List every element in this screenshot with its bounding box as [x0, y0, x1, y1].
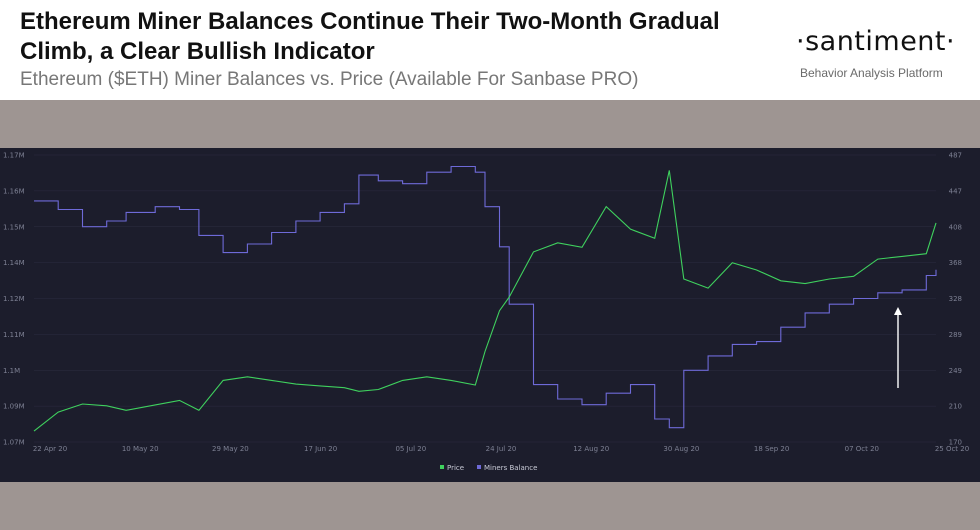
x-axis-tick-label: 05 Jul 20 [395, 445, 426, 453]
x-axis-tick-label: 18 Sep 20 [754, 445, 789, 453]
x-axis-tick-label: 29 May 20 [212, 445, 249, 453]
x-axis-tick-label: 10 May 20 [122, 445, 159, 453]
legend-swatch-price [440, 465, 444, 469]
right-axis-tick-label: 249 [949, 367, 962, 375]
left-axis-tick-label: 1.07M [3, 439, 25, 447]
right-axis-tick-label: 447 [949, 187, 962, 195]
page-title: Ethereum Miner Balances Continue Their T… [20, 8, 720, 65]
legend-swatch-miners-balance [477, 465, 481, 469]
chart-legend: Price Miners Balance [440, 464, 537, 472]
legend-label-price: Price [447, 464, 464, 472]
right-axis-tick-label: 289 [949, 331, 962, 339]
x-axis-tick-label: 07 Oct 20 [845, 445, 879, 453]
x-axis-tick-label: 12 Aug 20 [573, 445, 609, 453]
x-axis-tick-label: 22 Apr 20 [33, 445, 67, 453]
left-axis-tick-label: 1.12M [3, 295, 25, 303]
right-axis-tick-label: 170 [949, 439, 962, 447]
x-axis-tick-label: 30 Aug 20 [663, 445, 699, 453]
series-line-miners-balance [34, 165, 937, 429]
annotation-arrow [894, 307, 902, 388]
left-axis-tick-label: 1.14M [3, 259, 25, 267]
right-axis-tick-label: 210 [949, 403, 962, 411]
line-chart: 1.07M 1.09M 1.1M 1.11M 1.12M 1.14M 1.15M 1.16M 1… [3, 152, 969, 473]
left-axis-tick-label: 1.09M [3, 403, 25, 411]
left-axis-tick-label: 1.17M [3, 152, 25, 160]
x-axis-tick-label: 25 Oct 20 [935, 445, 969, 453]
chart-panel: 1.07M 1.09M 1.1M 1.11M 1.12M 1.14M 1.15M 1.16M 1… [0, 148, 980, 482]
santiment-logo: ·santiment· [796, 26, 956, 57]
page-subtitle: Ethereum ($ETH) Miner Balances vs. Price… [20, 69, 639, 90]
right-axis-tick-label: 368 [949, 259, 962, 267]
series-line-price [33, 170, 937, 432]
grid-lines [34, 154, 936, 443]
left-axis-ticks: 1.07M 1.09M 1.1M 1.11M 1.12M 1.14M 1.15M 1.16M 1… [3, 152, 25, 447]
right-axis-tick-label: 408 [949, 223, 962, 231]
right-axis-ticks: 170 210 249 289 328 368 408 447 487 [949, 152, 962, 447]
x-axis-tick-label: 17 Jun 20 [304, 445, 337, 453]
brand-tagline: Behavior Analysis Platform [800, 66, 943, 80]
x-axis-tick-label: 24 Jul 20 [486, 445, 517, 453]
legend-label-miners-balance: Miners Balance [484, 464, 537, 472]
left-axis-tick-label: 1.1M [3, 367, 20, 375]
left-axis-tick-label: 1.11M [3, 331, 25, 339]
right-axis-tick-label: 487 [949, 152, 962, 160]
header: Ethereum Miner Balances Continue Their T… [0, 0, 980, 100]
left-axis-tick-label: 1.16M [3, 187, 25, 195]
right-axis-tick-label: 328 [949, 295, 962, 303]
x-axis-ticks: 22 Apr 20 10 May 20 29 May 20 17 Jun 20 05 J… [33, 445, 969, 453]
left-axis-tick-label: 1.15M [3, 223, 25, 231]
